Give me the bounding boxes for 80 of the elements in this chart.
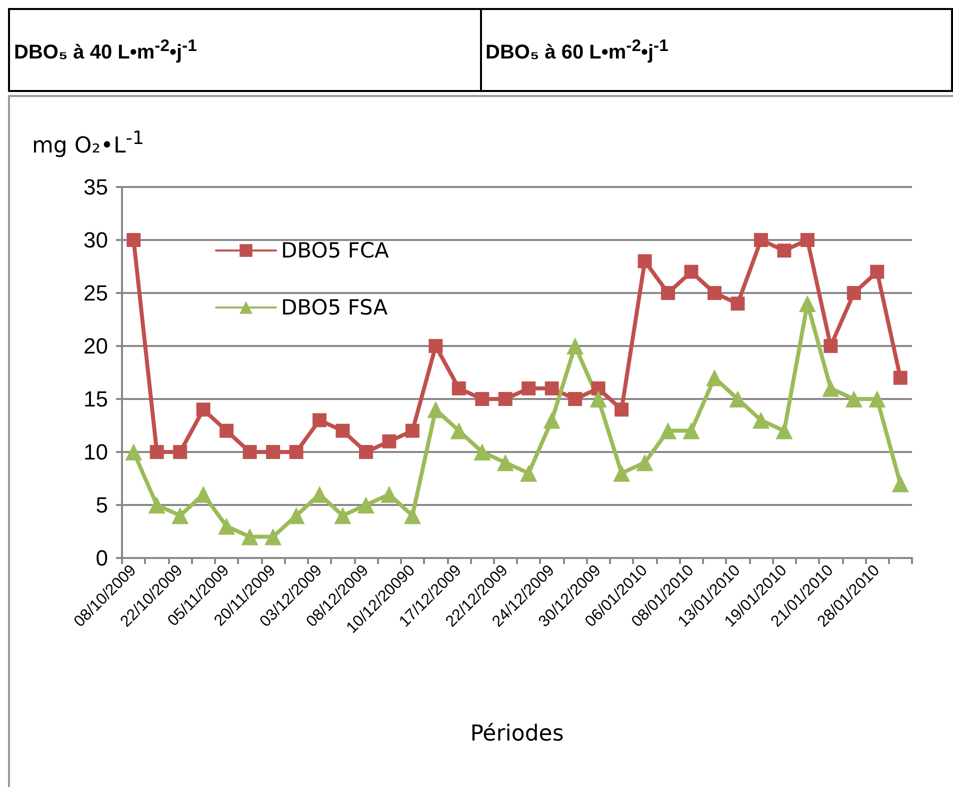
point (172, 507, 189, 524)
y-tick-label: 20 (84, 334, 108, 358)
point (218, 518, 236, 535)
point (636, 454, 654, 472)
point (892, 475, 909, 492)
point (568, 392, 582, 406)
point (380, 486, 398, 503)
point (777, 244, 792, 258)
point (682, 422, 700, 440)
point (288, 507, 305, 524)
point (520, 464, 538, 482)
point (614, 402, 629, 417)
point (196, 402, 210, 417)
point (661, 286, 676, 300)
point (590, 390, 607, 408)
text: DBO₅ à 40 L•m$^{-2}$•j$^{-1}$ (9, 9, 480, 91)
point (336, 424, 350, 438)
y-tick-label: 25 (84, 280, 108, 306)
point (358, 445, 373, 459)
point (893, 370, 908, 385)
point (150, 445, 164, 459)
point (522, 381, 536, 396)
point (544, 381, 559, 396)
point (754, 233, 768, 247)
point (800, 233, 814, 247)
point (266, 445, 280, 459)
point (334, 507, 352, 524)
x-axis-title: Périodes (470, 722, 564, 746)
point (708, 286, 722, 300)
point (591, 381, 606, 396)
point (846, 286, 861, 300)
y-tick-label: 35 (84, 174, 108, 200)
point (427, 401, 444, 418)
y-tick-label: 0 (96, 546, 108, 570)
point (706, 369, 723, 386)
y-tick-label: 30 (84, 228, 108, 252)
point (845, 390, 862, 408)
text: DBO₅ à 60 L•m$^{-2}$•j$^{-1}$ (480, 9, 952, 91)
point (241, 528, 258, 546)
y-tick-label: 10 (84, 440, 108, 464)
point (566, 338, 584, 354)
point (289, 445, 304, 459)
point (357, 496, 374, 514)
point (452, 381, 466, 396)
point (450, 422, 468, 440)
y-axis-title: mg O₂•L$^{-1}$ (32, 128, 144, 158)
point (638, 254, 652, 268)
point (428, 339, 443, 353)
point (475, 392, 490, 406)
point (311, 486, 328, 503)
point (242, 445, 257, 459)
point (684, 264, 698, 279)
point (126, 233, 141, 247)
point (824, 339, 838, 353)
y-tick-label: 15 (84, 386, 108, 412)
point (496, 454, 514, 472)
legend-label: DBO5 FSA (281, 296, 388, 320)
point (776, 422, 793, 440)
point (798, 295, 816, 312)
y-tick-label: 5 (96, 492, 108, 518)
point (125, 444, 142, 460)
point (148, 496, 166, 514)
point (822, 380, 840, 397)
point (660, 422, 677, 440)
point (312, 413, 326, 428)
point (613, 464, 630, 482)
point (498, 392, 512, 406)
legend-label: DBO5 FCA (281, 238, 390, 262)
point (752, 412, 770, 429)
point (220, 424, 234, 438)
point (264, 528, 282, 546)
point (404, 507, 421, 524)
point (474, 444, 491, 460)
point (405, 424, 420, 438)
point (382, 434, 396, 448)
point (173, 445, 188, 459)
point (543, 412, 560, 429)
point (870, 264, 884, 279)
point (868, 390, 886, 408)
point (730, 296, 745, 311)
